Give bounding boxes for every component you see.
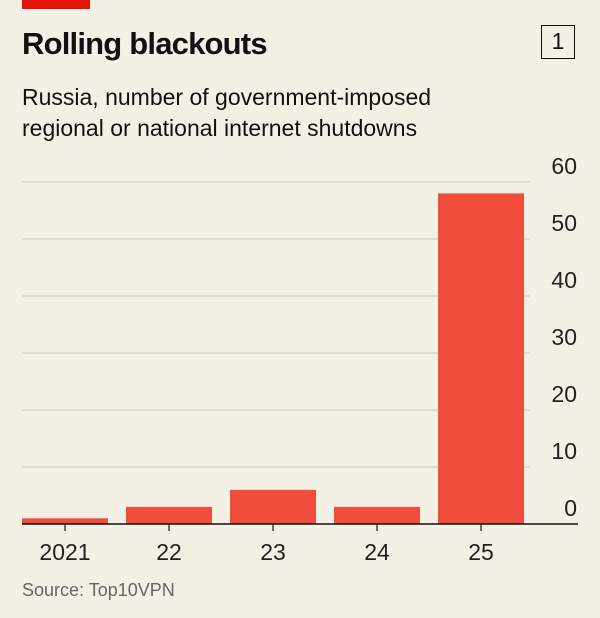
x-tick-label: 25 (468, 539, 494, 565)
x-tick-label: 23 (260, 539, 286, 565)
chart-number-badge: 1 (541, 25, 575, 59)
x-tick-label: 2021 (39, 539, 90, 565)
bar (22, 518, 108, 524)
y-tick-label: 50 (551, 210, 577, 236)
y-tick-label: 60 (551, 153, 577, 179)
y-tick-label: 10 (551, 438, 577, 464)
bar (230, 489, 316, 524)
y-tick-label: 20 (551, 381, 577, 407)
y-tick-label: 30 (551, 324, 577, 350)
bar (438, 193, 524, 524)
source-note: Source: Top10VPN (22, 580, 175, 600)
subtitle-line-2: regional or national internet shutdowns (22, 115, 418, 141)
bar (334, 506, 420, 524)
chart-title: Rolling blackouts (22, 26, 268, 61)
y-tick-label: 0 (564, 495, 577, 521)
y-tick-label: 40 (551, 267, 577, 293)
x-tick-label: 24 (364, 539, 390, 565)
x-tick-label: 22 (156, 539, 182, 565)
chart-subtitle: Russia, number of government-imposed reg… (22, 82, 582, 144)
brand-accent-bar (22, 0, 90, 9)
subtitle-line-1: Russia, number of government-imposed (22, 84, 432, 110)
bar (126, 506, 212, 524)
